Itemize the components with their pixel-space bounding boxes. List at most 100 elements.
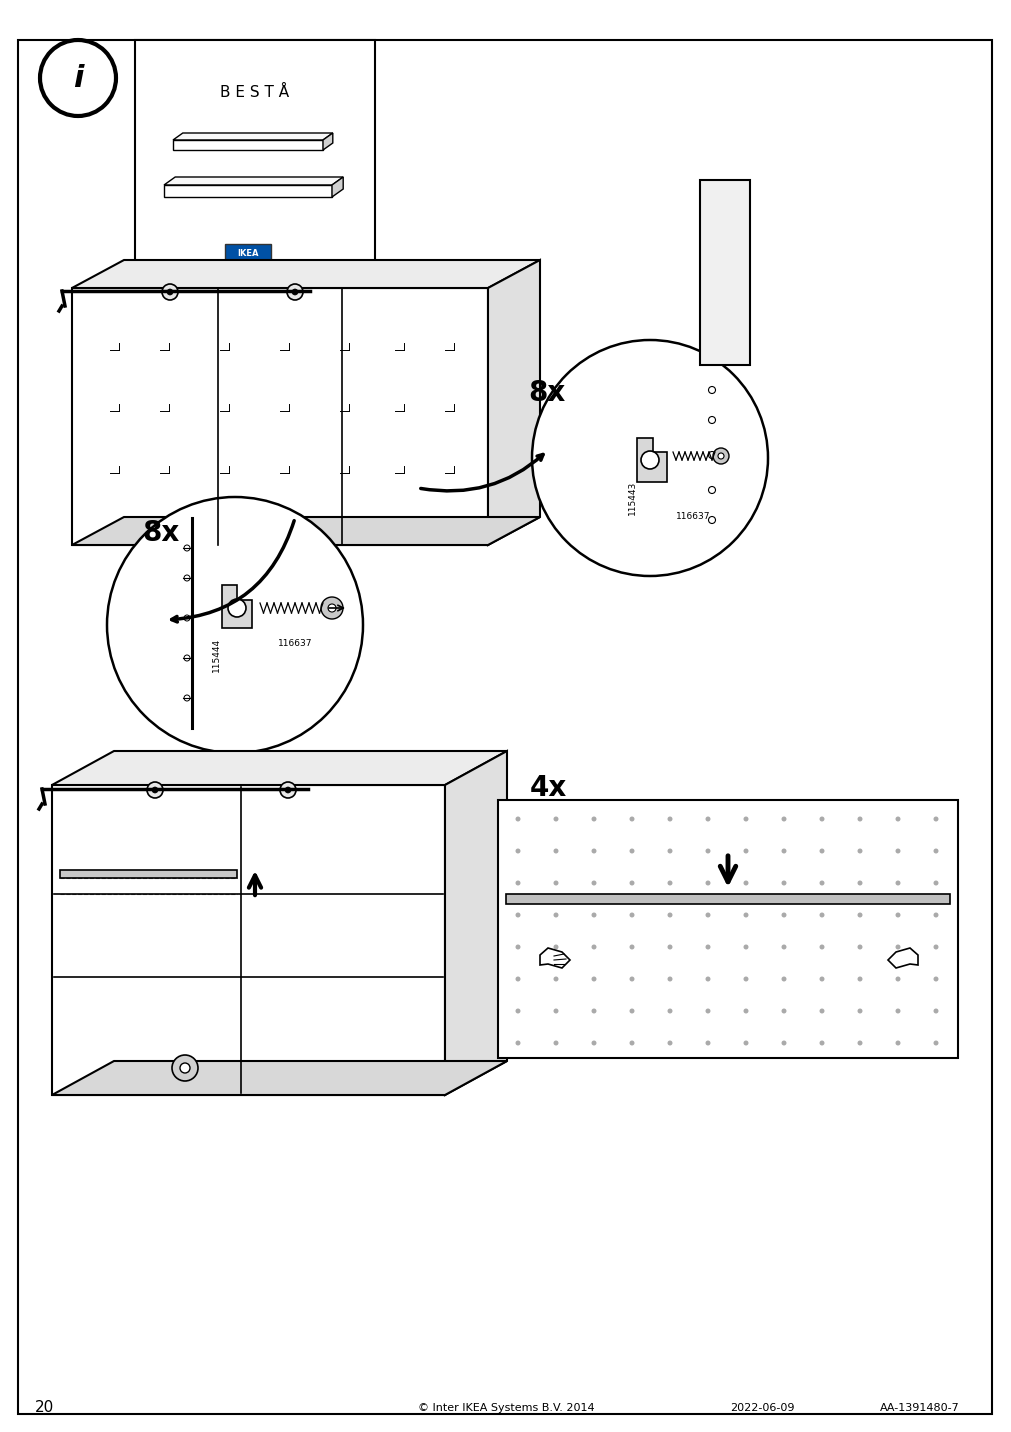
Polygon shape: [164, 185, 332, 198]
Circle shape: [515, 1008, 520, 1014]
Circle shape: [667, 816, 672, 822]
Circle shape: [856, 977, 861, 981]
Circle shape: [515, 977, 520, 981]
Bar: [60, 871, 237, 878]
Circle shape: [553, 1041, 558, 1045]
Circle shape: [629, 1041, 634, 1045]
Circle shape: [780, 849, 786, 853]
Circle shape: [705, 1008, 710, 1014]
Circle shape: [640, 451, 658, 470]
Text: B E S T Å: B E S T Å: [220, 84, 289, 99]
Circle shape: [40, 40, 116, 116]
Circle shape: [147, 782, 163, 798]
Polygon shape: [487, 261, 540, 546]
Text: 20: 20: [35, 1400, 55, 1415]
Polygon shape: [52, 750, 507, 785]
Text: AA-1391480-7: AA-1391480-7: [880, 1403, 958, 1413]
Circle shape: [172, 1055, 198, 1081]
Polygon shape: [445, 750, 507, 1095]
Circle shape: [285, 788, 291, 793]
Circle shape: [819, 1008, 824, 1014]
Circle shape: [932, 977, 937, 981]
Circle shape: [819, 849, 824, 853]
Circle shape: [819, 1041, 824, 1045]
Circle shape: [553, 977, 558, 981]
Circle shape: [320, 597, 343, 619]
Circle shape: [780, 1041, 786, 1045]
Circle shape: [553, 945, 558, 949]
Circle shape: [667, 977, 672, 981]
Circle shape: [743, 816, 748, 822]
Circle shape: [895, 945, 900, 949]
Polygon shape: [173, 133, 333, 140]
Circle shape: [180, 1063, 190, 1073]
Text: 8x: 8x: [142, 518, 179, 547]
Circle shape: [856, 816, 861, 822]
Circle shape: [184, 695, 190, 702]
Circle shape: [743, 881, 748, 885]
Circle shape: [743, 912, 748, 918]
Text: i: i: [73, 63, 83, 93]
Text: 115444: 115444: [211, 637, 220, 672]
Circle shape: [667, 849, 672, 853]
Circle shape: [856, 849, 861, 853]
Circle shape: [705, 977, 710, 981]
Circle shape: [667, 912, 672, 918]
Circle shape: [629, 1008, 634, 1014]
Polygon shape: [221, 586, 252, 629]
Circle shape: [717, 453, 723, 460]
Circle shape: [227, 599, 246, 617]
Circle shape: [705, 1041, 710, 1045]
Circle shape: [743, 849, 748, 853]
Circle shape: [280, 782, 295, 798]
Circle shape: [590, 881, 595, 885]
Circle shape: [895, 1008, 900, 1014]
Circle shape: [705, 881, 710, 885]
Circle shape: [780, 881, 786, 885]
Circle shape: [713, 448, 728, 464]
Polygon shape: [72, 261, 540, 288]
Circle shape: [895, 816, 900, 822]
Circle shape: [271, 531, 289, 548]
Circle shape: [629, 816, 634, 822]
Circle shape: [553, 849, 558, 853]
Circle shape: [287, 284, 302, 299]
Bar: [497, 800, 957, 1058]
Circle shape: [667, 1008, 672, 1014]
Circle shape: [184, 614, 190, 621]
Circle shape: [590, 1041, 595, 1045]
Bar: [72, 288, 487, 546]
Circle shape: [705, 816, 710, 822]
Circle shape: [708, 517, 715, 524]
Circle shape: [167, 289, 173, 295]
Circle shape: [629, 945, 634, 949]
Circle shape: [515, 1041, 520, 1045]
Circle shape: [553, 1008, 558, 1014]
Polygon shape: [540, 948, 569, 968]
Circle shape: [705, 912, 710, 918]
Polygon shape: [164, 178, 343, 185]
Circle shape: [532, 339, 767, 576]
Circle shape: [629, 849, 634, 853]
Circle shape: [590, 816, 595, 822]
Circle shape: [184, 576, 190, 581]
Polygon shape: [72, 517, 540, 546]
Polygon shape: [52, 1061, 507, 1095]
Text: 2022-06-09: 2022-06-09: [729, 1403, 794, 1413]
Circle shape: [780, 945, 786, 949]
Circle shape: [515, 816, 520, 822]
Circle shape: [819, 912, 824, 918]
Circle shape: [932, 1041, 937, 1045]
Bar: [134, 40, 375, 275]
Circle shape: [819, 881, 824, 885]
Circle shape: [708, 387, 715, 394]
Polygon shape: [887, 948, 917, 968]
Circle shape: [184, 654, 190, 662]
Circle shape: [629, 881, 634, 885]
Bar: [52, 785, 445, 1095]
Circle shape: [743, 1041, 748, 1045]
Circle shape: [780, 816, 786, 822]
Polygon shape: [173, 140, 323, 150]
Circle shape: [107, 497, 363, 753]
Circle shape: [856, 945, 861, 949]
